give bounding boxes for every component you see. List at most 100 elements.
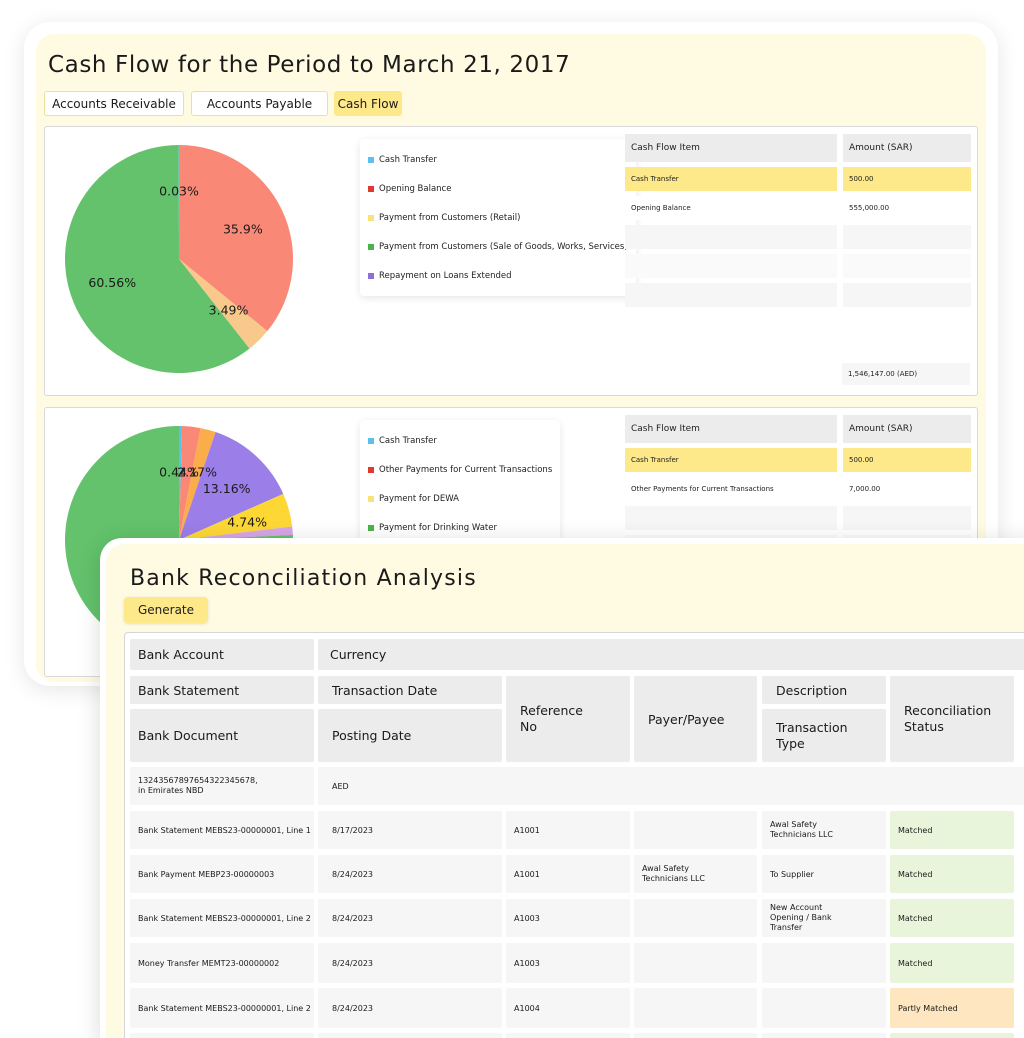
pie-slice[interactable]	[179, 259, 268, 349]
pie-slice-label: 2.17%	[177, 465, 217, 480]
pie-slice[interactable]	[179, 526, 293, 540]
cell-description: New Account Opening / Bank Transfer	[762, 899, 886, 937]
legend-item: Cash Transfer	[368, 145, 628, 174]
pie-slice-label: 35.9%	[223, 222, 263, 237]
header-bank-statement: Bank Statement	[130, 676, 314, 704]
cell-date: 8/17/2023	[318, 811, 502, 849]
header-transaction-date: Transaction Date	[318, 676, 502, 704]
legend-swatch	[368, 214, 374, 221]
legend-item: Payment from Customers (Retail)	[368, 203, 628, 232]
cell-description	[762, 988, 886, 1028]
table-row-empty	[625, 254, 971, 278]
chart-legend-1: Cash Transfer Opening Balance Payment fr…	[360, 139, 636, 296]
cell-payer	[634, 899, 757, 937]
header-bank-document: Bank Document	[130, 709, 314, 762]
cell-amount: 555,000.00	[843, 196, 971, 220]
table-row-partial	[506, 1033, 630, 1038]
tab-accounts-payable[interactable]: Accounts Payable	[191, 91, 328, 116]
cash-flow-total: 1,546,147.00 (AED)	[842, 363, 970, 385]
page-title: Cash Flow for the Period to March 21, 20…	[48, 52, 571, 78]
status-badge: Matched	[890, 855, 1014, 893]
cell-description	[762, 943, 886, 983]
cell-item: Cash Transfer	[625, 448, 837, 472]
section-title: Bank Reconciliation Analysis	[130, 566, 477, 591]
table-row-partial	[634, 1033, 757, 1038]
cell-amount: 7,000.00	[843, 477, 971, 501]
header-posting-date: Posting Date	[318, 709, 502, 762]
pie-slice-label: 60.56%	[88, 275, 136, 290]
cell-amount: 500.00	[843, 448, 971, 472]
pie-slice-label: 0.44%	[159, 465, 199, 480]
pie-slice[interactable]	[65, 145, 250, 373]
pie-slice-label: 0.03%	[159, 184, 199, 199]
pie-slice-label: 13.16%	[203, 481, 251, 496]
cell-reference: A1001	[506, 811, 630, 849]
legend-swatch	[368, 437, 374, 444]
legend-item: Payment for Drinking Water	[368, 513, 552, 542]
table-row[interactable]: Cash Transfer 500.00	[625, 448, 971, 472]
bank-reconciliation-panel: Bank Reconciliation Analysis Generate Ba…	[106, 544, 1024, 1038]
legend-item: Other Payments for Current Transactions	[368, 455, 552, 484]
tab-cash-flow[interactable]: Cash Flow	[334, 91, 402, 116]
cell-amount: 500.00	[843, 167, 971, 191]
legend-swatch	[368, 156, 374, 163]
legend-swatch	[368, 243, 374, 250]
legend-item: Cash Transfer	[368, 426, 552, 455]
legend-item: Opening Balance	[368, 174, 628, 203]
header-amount: Amount (SAR)	[843, 415, 971, 443]
table-row-partial	[762, 1033, 886, 1038]
reconciliation-table: Bank Account Currency Bank Statement Tra…	[124, 632, 1024, 1038]
cell-date: 8/24/2023	[318, 855, 502, 893]
generate-button[interactable]: Generate	[124, 597, 208, 623]
table-row[interactable]: Opening Balance 555,000.00	[625, 196, 971, 220]
cell-reference: A1003	[506, 943, 630, 983]
pie-slice[interactable]	[179, 426, 201, 540]
cell-payer: Awal Safety Technicians LLC	[634, 855, 757, 893]
header-reconciliation-status: Reconciliation Status	[890, 676, 1014, 762]
tab-accounts-receivable[interactable]: Accounts Receivable	[44, 91, 184, 116]
table-row-empty	[625, 225, 971, 249]
cell-date: 8/24/2023	[318, 899, 502, 937]
cell-item: Opening Balance	[625, 196, 837, 220]
cell-bank-document[interactable]: Bank Statement MEBS23-00000001, Line 2	[130, 988, 314, 1028]
cell-date: 8/24/2023	[318, 943, 502, 983]
cell-bank-document[interactable]: Bank Payment MEBP23-00000003	[130, 855, 314, 893]
pie-slice-label: 3.49%	[209, 302, 249, 317]
legend-swatch	[368, 524, 374, 531]
cell-payer	[634, 943, 757, 983]
table-row-partial	[130, 1033, 314, 1038]
header-cash-flow-item: Cash Flow Item	[625, 415, 837, 443]
table-row[interactable]: Cash Transfer 500.00	[625, 167, 971, 191]
cash-flow-chart-panel-1: 35.9% 3.49% 60.56% 0.03% Cash Transfer Open…	[44, 126, 978, 396]
header-currency: Currency	[318, 639, 1024, 670]
legend-swatch	[368, 185, 374, 192]
pie-slice[interactable]	[179, 428, 216, 540]
cell-reference: A1003	[506, 899, 630, 937]
bank-reconciliation-card: Bank Reconciliation Analysis Generate Ba…	[100, 538, 1024, 1038]
status-badge: Matched	[890, 943, 1014, 983]
table-row-partial	[318, 1033, 502, 1038]
table-row[interactable]: Other Payments for Current Transactions …	[625, 477, 971, 501]
pie-slice[interactable]	[179, 145, 293, 332]
cell-payer	[634, 811, 757, 849]
cell-currency: AED	[318, 767, 1024, 805]
cell-item: Cash Transfer	[625, 167, 837, 191]
legend-item: Payment for DEWA	[368, 484, 552, 513]
legend-swatch	[368, 466, 374, 473]
cell-date: 8/24/2023	[318, 988, 502, 1028]
cell-bank-document[interactable]: Bank Statement MEBS23-00000001, Line 2	[130, 899, 314, 937]
header-cash-flow-item: Cash Flow Item	[625, 134, 837, 162]
chart-legend-2: Cash Transfer Other Payments for Current…	[360, 420, 561, 548]
cash-flow-table-1: Cash Flow Item Amount (SAR) Cash Transfe…	[625, 134, 971, 312]
legend-swatch	[368, 272, 374, 279]
cell-bank-document[interactable]: Money Transfer MEMT23-00000002	[130, 943, 314, 983]
header-transaction-type: Transaction Type	[762, 709, 886, 762]
pie-chart-1: 35.9% 3.49% 60.56% 0.03%	[65, 145, 293, 373]
pie-slice[interactable]	[179, 432, 284, 540]
table-header: Cash Flow Item Amount (SAR)	[625, 415, 971, 443]
cell-description: To Supplier	[762, 855, 886, 893]
cell-bank-document[interactable]: Bank Statement MEBS23-00000001, Line 1	[130, 811, 314, 849]
pie-slice[interactable]	[179, 426, 183, 540]
header-payer-payee: Payer/Payee	[634, 676, 757, 762]
pie-slice[interactable]	[179, 493, 293, 540]
